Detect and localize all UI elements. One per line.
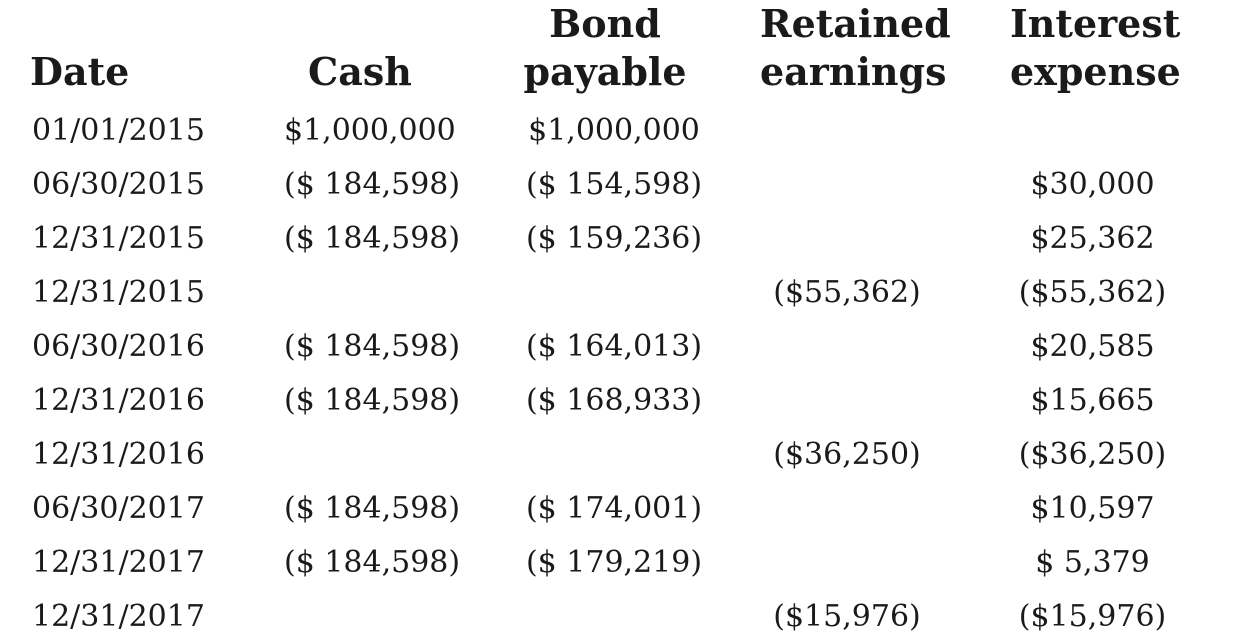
cell-date: 06/30/2015 <box>32 167 205 202</box>
cell-cash: ($ 184,598) <box>284 167 461 202</box>
cell-interest-expense: $30,000 <box>1030 167 1155 202</box>
header-cash-line: Cash <box>308 49 412 94</box>
cell-retained-earnings: ($55,362) <box>773 275 921 310</box>
cell-interest-expense: ($15,976) <box>1018 599 1167 634</box>
cell-interest-expense: $15,665 <box>1030 383 1155 418</box>
header-retained-earnings-line-1: Retained <box>760 1 951 46</box>
header-date-line: Date <box>30 49 130 94</box>
cell-date: 12/31/2016 <box>32 437 205 472</box>
table-row: 06/30/2016 ($ 184,598) ($ 164,013) $20,5… <box>0 320 1236 374</box>
cell-date: 12/31/2016 <box>32 383 205 418</box>
cell-bond-payable: $1,000,000 <box>528 113 700 148</box>
table-row: 12/31/2017 ($15,976) ($15,976) <box>0 590 1236 644</box>
cell-cash: ($ 184,598) <box>284 491 461 526</box>
header-bond-payable: Bond payable <box>520 0 690 96</box>
cell-bond-payable: ($ 164,013) <box>525 329 703 364</box>
table-row: 12/31/2017 ($ 184,598) ($ 179,219) $ 5,3… <box>0 536 1236 590</box>
cell-date: 12/31/2017 <box>32 545 205 580</box>
cell-retained-earnings: ($15,976) <box>773 599 921 634</box>
cell-date: 12/31/2015 <box>32 275 205 310</box>
cell-interest-expense: $ 5,379 <box>1035 545 1150 580</box>
header-cash: Cash <box>300 48 420 96</box>
cell-bond-payable: ($ 168,933) <box>525 383 703 418</box>
table-row: 06/30/2017 ($ 184,598) ($ 174,001) $10,5… <box>0 482 1236 536</box>
header-bond-payable-line-2: payable <box>523 49 687 94</box>
cell-bond-payable: ($ 159,236) <box>525 221 703 256</box>
table-body: 01/01/2015 $1,000,000 $1,000,000 06/30/2… <box>0 104 1236 644</box>
cell-interest-expense: $20,585 <box>1030 329 1155 364</box>
cell-interest-expense: $25,362 <box>1030 221 1155 256</box>
cell-date: 12/31/2017 <box>32 599 205 634</box>
header-interest-expense-line-1: Interest <box>1010 1 1181 46</box>
header-interest-expense-line-2: expense <box>1010 49 1181 94</box>
cell-interest-expense: $10,597 <box>1030 491 1155 526</box>
cell-bond-payable: ($ 154,598) <box>525 167 703 202</box>
table-row: 12/31/2016 ($ 184,598) ($ 168,933) $15,6… <box>0 374 1236 428</box>
cell-retained-earnings: ($36,250) <box>773 437 921 472</box>
header-interest-expense: Interest expense <box>1010 0 1181 96</box>
table-row: 12/31/2015 ($55,362) ($55,362) <box>0 266 1236 320</box>
table-row: 12/31/2016 ($36,250) ($36,250) <box>0 428 1236 482</box>
cell-date: 01/01/2015 <box>32 113 205 148</box>
cell-cash: ($ 184,598) <box>284 545 461 580</box>
table-row: 12/31/2015 ($ 184,598) ($ 159,236) $25,3… <box>0 212 1236 266</box>
header-retained-earnings: Retained earnings <box>760 0 951 96</box>
header-date: Date <box>30 48 129 96</box>
table-row: 06/30/2015 ($ 184,598) ($ 154,598) $30,0… <box>0 158 1236 212</box>
cell-date: 12/31/2015 <box>32 221 205 256</box>
cell-cash: $1,000,000 <box>284 113 456 148</box>
cell-date: 06/30/2017 <box>32 491 205 526</box>
cell-cash: ($ 184,598) <box>284 221 461 256</box>
cell-cash: ($ 184,598) <box>284 383 461 418</box>
header-retained-earnings-line-2: earnings <box>760 49 947 94</box>
cell-date: 06/30/2016 <box>32 329 205 364</box>
cell-cash: ($ 184,598) <box>284 329 461 364</box>
cell-interest-expense: ($36,250) <box>1018 437 1167 472</box>
cell-interest-expense: ($55,362) <box>1018 275 1167 310</box>
cell-bond-payable: ($ 174,001) <box>525 491 703 526</box>
table-row: 01/01/2015 $1,000,000 $1,000,000 <box>0 104 1236 158</box>
header-bond-payable-line-1: Bond <box>549 1 661 46</box>
cell-bond-payable: ($ 179,219) <box>525 545 703 580</box>
